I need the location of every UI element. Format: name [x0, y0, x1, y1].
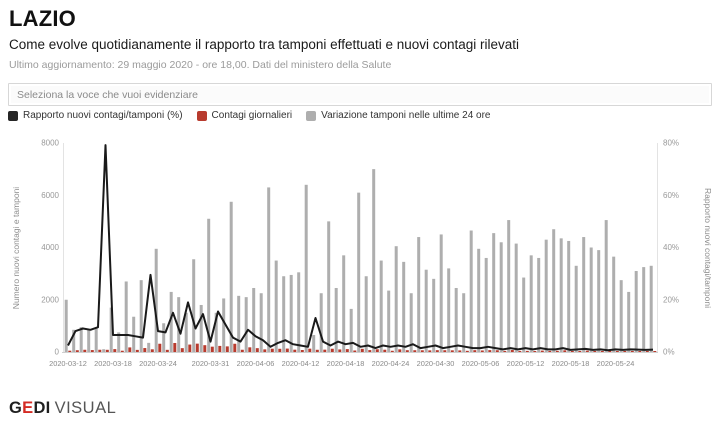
legend-item-label: Contagi giornalieri [211, 110, 293, 121]
left-axis-title: Numero nuovi contagi e tamponi [11, 187, 21, 309]
svg-text:2020-04-24: 2020-04-24 [372, 359, 410, 368]
brand-letters: DI [33, 399, 51, 417]
svg-text:2020-04-30: 2020-04-30 [417, 359, 455, 368]
update-note: Ultimo aggiornamento: 29 maggio 2020 - o… [9, 59, 392, 71]
svg-text:2020-05-24: 2020-05-24 [597, 359, 635, 368]
brand-accent-letter: E [22, 399, 34, 417]
svg-text:0%: 0% [663, 348, 675, 357]
svg-text:6000: 6000 [41, 191, 59, 200]
svg-text:2020-04-12: 2020-04-12 [282, 359, 320, 368]
svg-text:2020-04-18: 2020-04-18 [327, 359, 365, 368]
rapporto-swatch-icon [8, 110, 18, 121]
contagi-bars[interactable] [68, 342, 657, 352]
legend-item-label: Variazione tamponi nelle ultime 24 ore [321, 110, 491, 121]
legend-item-label: Rapporto nuovi contagi/tamponi (%) [23, 110, 183, 121]
chart-legend: Rapporto nuovi contagi/tamponi (%) Conta… [8, 110, 712, 121]
svg-text:60%: 60% [663, 191, 679, 200]
tamponi-swatch-icon [306, 110, 317, 121]
svg-text:40%: 40% [663, 243, 679, 252]
highlight-select-placeholder: Seleziona la voce che vuoi evidenziare [17, 88, 198, 101]
brand-letter: G [9, 399, 23, 417]
svg-text:2020-03-31: 2020-03-31 [192, 359, 230, 368]
brand-suffix: VISUAL [54, 399, 117, 417]
legend-item-tamponi: Variazione tamponi nelle ultime 24 ore [306, 110, 491, 121]
svg-text:2020-03-18: 2020-03-18 [94, 359, 132, 368]
svg-text:4000: 4000 [41, 243, 59, 252]
gedi-visual-logo: GEDI VISUAL [9, 399, 116, 418]
svg-text:0: 0 [55, 348, 60, 357]
page-title: LAZIO [9, 6, 76, 31]
svg-text:2020-04-06: 2020-04-06 [237, 359, 275, 368]
ratio-line[interactable] [67, 144, 654, 352]
contagi-swatch-icon [196, 110, 207, 121]
svg-text:2000: 2000 [41, 295, 59, 304]
svg-text:2020-05-06: 2020-05-06 [462, 359, 500, 368]
svg-text:8000: 8000 [41, 139, 59, 148]
svg-text:2020-03-12: 2020-03-12 [49, 359, 87, 368]
svg-text:20%: 20% [663, 295, 679, 304]
svg-text:2020-03-24: 2020-03-24 [139, 359, 177, 368]
legend-item-rapporto: Rapporto nuovi contagi/tamponi (%) [8, 110, 183, 121]
highlight-select[interactable]: Seleziona la voce che vuoi evidenziare [8, 83, 712, 106]
legend-item-contagi: Contagi giornalieri [196, 110, 293, 121]
chart-canvas[interactable]: 0 2000 4000 6000 8000 0% 20% 40% 60% 80% Numero nu… [0, 128, 720, 378]
svg-text:2020-05-12: 2020-05-12 [507, 359, 545, 368]
tamponi-bars[interactable] [64, 169, 653, 352]
svg-text:80%: 80% [663, 139, 679, 148]
right-axis-title: Rapporto nuovi contagi/tamponi [703, 188, 713, 308]
x-axis-labels: 2020-03-12 2020-03-18 2020-03-24 2020-03-31… [49, 359, 634, 368]
svg-text:2020-05-18: 2020-05-18 [552, 359, 590, 368]
chart-subtitle: Come evolve quotidianamente il rapporto … [9, 37, 520, 52]
